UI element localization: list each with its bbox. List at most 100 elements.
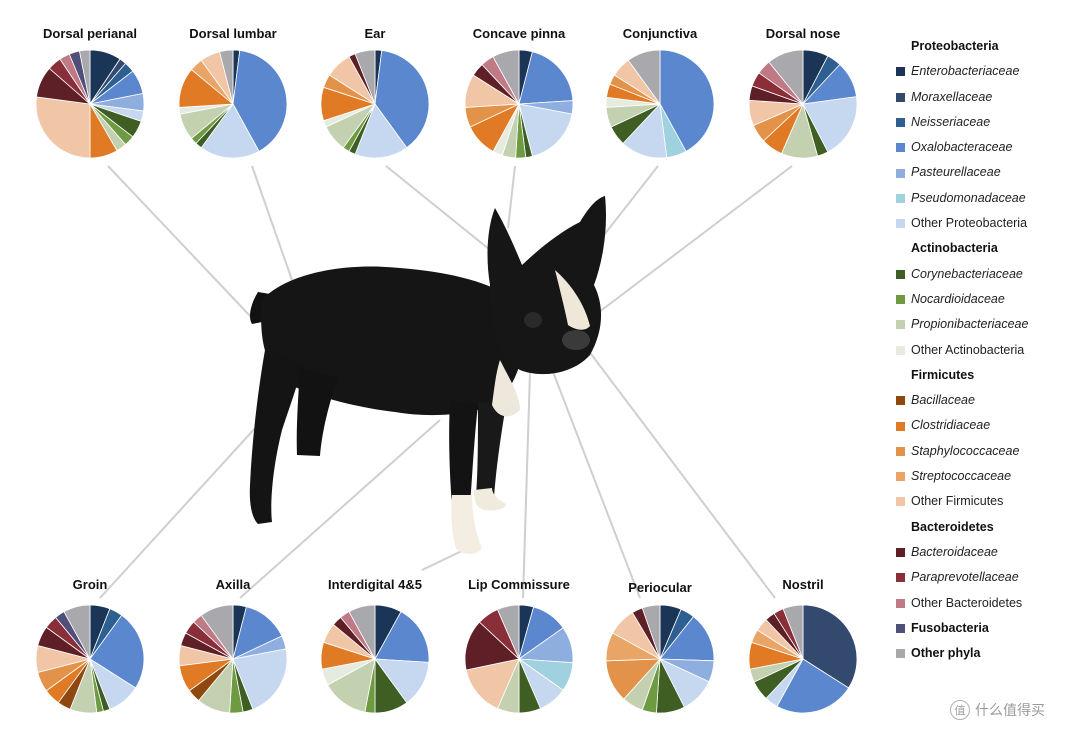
legend-item: Bacillaceae (896, 388, 1076, 413)
legend-swatch (896, 472, 905, 482)
legend-swatch (896, 269, 905, 279)
pie-title: Ear (365, 26, 386, 41)
legend-label: Other Firmicutes (911, 494, 1004, 509)
legend-label: Fusobacteria (911, 620, 989, 635)
legend-label: Bacillaceae (911, 393, 975, 408)
legend-item: Other Bacteroidetes (896, 591, 1076, 616)
pie-slice-oxalobacteraceae (89, 614, 145, 689)
legend-item: Moraxellaceae (896, 85, 1076, 110)
legend-swatch (896, 219, 905, 229)
pie-title: Interdigital 4&5 (328, 577, 422, 592)
legend-label: Other Bacteroidetes (911, 595, 1023, 610)
pie-dorsal-perianal: Dorsal perianal (35, 26, 145, 159)
pie-slice-oxalobacteraceae (776, 658, 850, 714)
legend: Proteobacteria Enterobacteriaceae Moraxell… (896, 34, 1076, 666)
pie-title: Conjunctiva (623, 26, 698, 41)
legend-label: Enterobacteriaceae (911, 64, 1020, 79)
pie-title: Concave pinna (473, 26, 566, 41)
legend-label: Corynebacteriaceae (911, 266, 1023, 281)
pie-charts: Dorsal perianal Dorsal lumbar Ear Concave p… (35, 26, 858, 714)
legend-label: Pseudomonadaceae (911, 190, 1026, 205)
pie-slice-other-phyla (627, 49, 661, 106)
pie-slice-other-phyla (496, 604, 520, 660)
legend-item: Staphylococcaceae (896, 439, 1076, 464)
pie-groin: Groin (35, 577, 145, 714)
pie-title: Dorsal lumbar (189, 26, 276, 41)
legend-item: Bacteroidaceae (896, 540, 1076, 565)
legend-group-title: Firmicutes (911, 367, 975, 382)
legend-swatch (896, 345, 905, 355)
pie-ear: Ear (320, 26, 430, 159)
legend-label: Bacteroidaceae (911, 544, 998, 559)
pie-title: Dorsal perianal (43, 26, 137, 41)
pie-slice-other-proteobacteria (232, 648, 288, 710)
connector-line (507, 165, 516, 229)
legend-label: Other phyla (911, 646, 981, 661)
pie-nostril: Nostril (748, 577, 858, 714)
pie-slice-other-proteobacteria (518, 103, 573, 157)
legend-swatch (896, 168, 905, 178)
legend-item: Fusobacteria (896, 616, 1076, 641)
legend-group-title: Proteobacteria (911, 39, 999, 53)
legend-item: Neisseriaceae (896, 110, 1076, 135)
watermark: 值 什么值得买 (950, 700, 1045, 720)
pie-slice-other-phyla (492, 49, 520, 105)
legend-item: Other Proteobacteria (896, 211, 1076, 236)
pie-slice-other-phyla (219, 49, 234, 105)
legend-swatch (896, 446, 905, 456)
pie-title: Dorsal nose (766, 26, 840, 41)
legend-item: Other Firmicutes (896, 489, 1076, 514)
legend-item: Streptococcaceae (896, 464, 1076, 489)
legend-swatch (896, 67, 905, 77)
legend-item: Nocardioidaceae (896, 287, 1076, 312)
connector-line (584, 345, 776, 599)
legend-swatch (896, 623, 905, 633)
pie-slice-other-phyla (768, 49, 804, 106)
legend-swatch (896, 92, 905, 102)
legend-swatch (896, 396, 905, 406)
legend-group-title: Actinobacteria (911, 241, 998, 256)
legend-swatch (896, 193, 905, 203)
pie-conjunctiva: Conjunctiva (605, 26, 715, 159)
legend-label: Nocardioidaceae (911, 291, 1005, 306)
legend-label: Staphylococcaceae (911, 443, 1020, 458)
pie-slice-other-phyla (348, 604, 376, 660)
connector-line (577, 165, 793, 329)
dog-illustration (249, 196, 606, 554)
legend-item: Pasteurellaceae (896, 160, 1076, 185)
pie-slice-other-proteobacteria (200, 103, 260, 159)
zhi-logo-icon: 值 (950, 700, 970, 720)
legend-label: Streptococcaceae (911, 469, 1012, 484)
pie-slice-other-proteobacteria (802, 96, 858, 153)
legend-swatch (896, 573, 905, 583)
pie-slice-bacteroidaceae (464, 621, 520, 671)
pie-slice-oxalobacteraceae (374, 611, 430, 663)
pie-slice-oxalobacteraceae (374, 49, 430, 149)
pie-dorsal-nose: Dorsal nose (748, 26, 858, 159)
pie-title: Periocular (628, 580, 692, 595)
legend-swatch (896, 143, 905, 153)
legend-label: Other Proteobacteria (911, 216, 1028, 231)
pie-axilla: Axilla (178, 577, 288, 714)
pie-slice-other-phyla (200, 604, 234, 661)
pie-slice-other-phyla (641, 604, 661, 660)
legend-swatch (896, 497, 905, 507)
legend-item: Pseudomonadaceae (896, 186, 1076, 211)
legend-swatch (896, 548, 905, 558)
legend-swatch (896, 320, 905, 330)
pie-interdigital-4-5: Interdigital 4&5 (320, 577, 430, 714)
legend-item: Propionibacteriaceae (896, 312, 1076, 337)
watermark-text: 什么值得买 (975, 703, 1045, 719)
pie-slice-other-firmicutes (35, 96, 91, 159)
pie-slice-other-phyla (78, 49, 91, 105)
connector-line (107, 165, 253, 319)
legend-item: Oxalobacteraceae (896, 135, 1076, 160)
legend-label: Pasteurellaceae (911, 165, 1001, 180)
connector-line (522, 371, 531, 599)
legend-item: Other phyla (896, 641, 1076, 666)
pie-title: Lip Commissure (468, 577, 570, 592)
legend-swatch (896, 421, 905, 431)
legend-swatch (896, 118, 905, 128)
legend-label: Paraprevotellaceae (911, 570, 1019, 585)
